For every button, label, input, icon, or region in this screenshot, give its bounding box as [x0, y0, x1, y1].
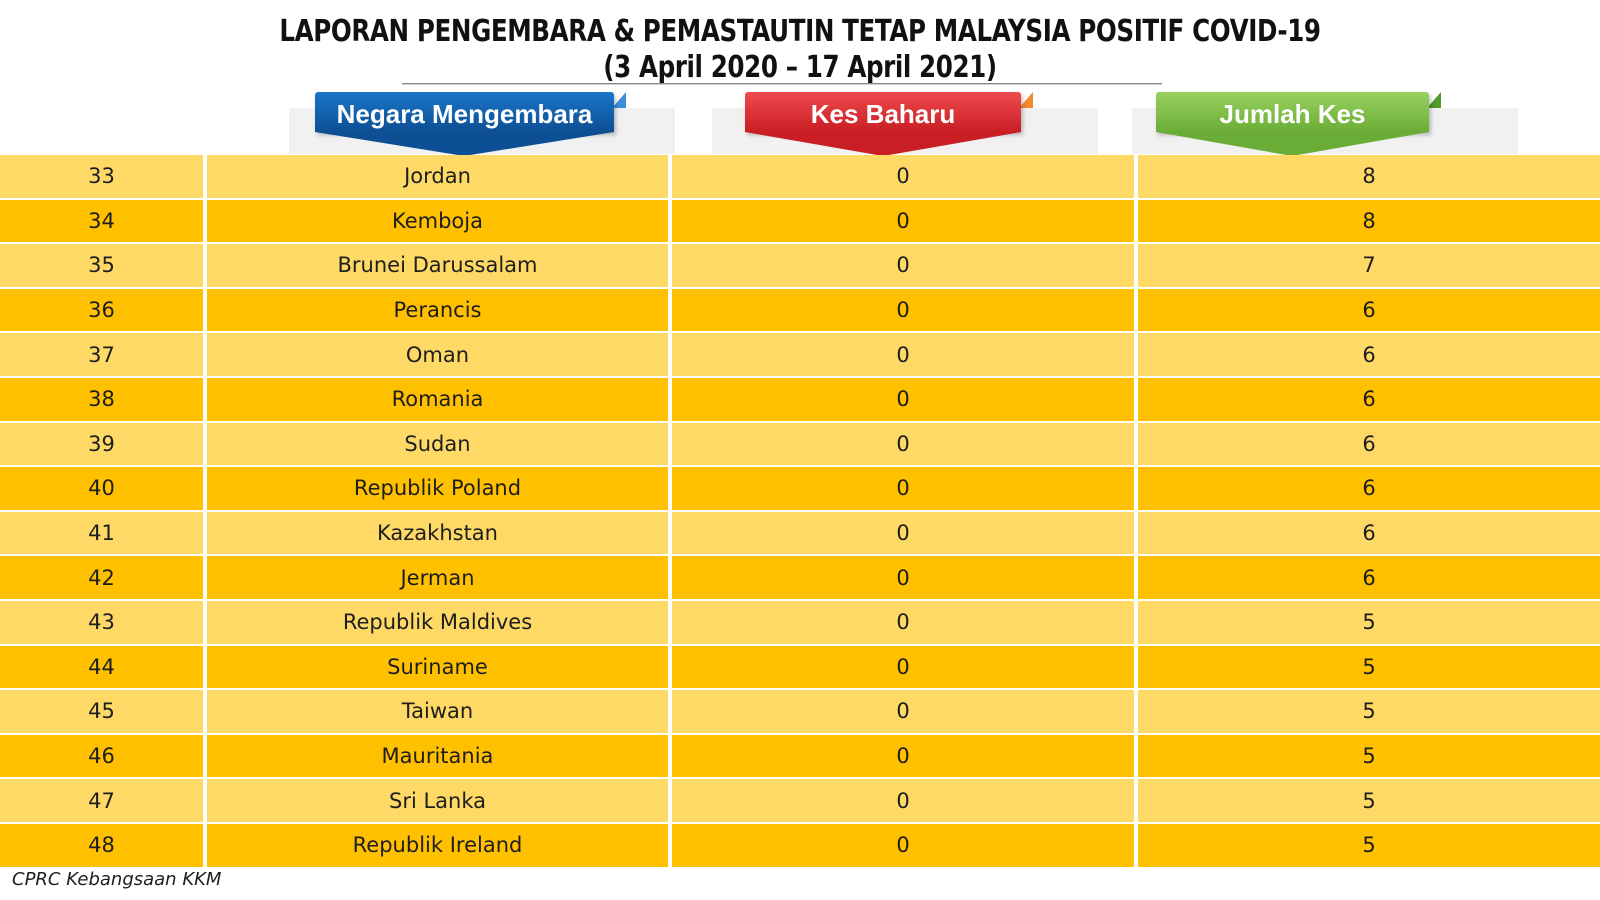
new-cases-cell: 0 — [672, 600, 1138, 644]
banner-fold-total — [1427, 92, 1441, 108]
new-cases-cell: 0 — [672, 645, 1138, 689]
banner-arrow-country — [315, 132, 614, 156]
total-cases-cell: 6 — [1138, 333, 1600, 376]
row-number: 48 — [0, 823, 207, 867]
cases-table: 33 Jordan 0 8 34 Kemboja 0 8 35 Brunei Darussalam… — [0, 155, 1600, 869]
table-row: 40 Republik Poland 0 6 — [0, 467, 1600, 512]
new-cases-cell: 0 — [672, 779, 1138, 822]
banner-arrow-total — [1156, 132, 1429, 156]
row-number: 45 — [0, 690, 207, 733]
new-cases-cell: 0 — [672, 288, 1138, 332]
new-cases-cell: 0 — [672, 333, 1138, 376]
row-number: 42 — [0, 556, 207, 599]
new-cases-cell: 0 — [672, 422, 1138, 466]
new-cases-cell: 0 — [672, 734, 1138, 778]
report-date-range: (3 April 2020 – 17 April 2021) — [603, 50, 997, 85]
total-cases-cell: 8 — [1138, 155, 1600, 198]
table-row: 45 Taiwan 0 5 — [0, 690, 1600, 735]
country-cell: Kemboja — [207, 199, 672, 243]
table-row: 47 Sri Lanka 0 5 — [0, 779, 1600, 824]
table-row: 37 Oman 0 6 — [0, 333, 1600, 378]
total-cases-cell: 5 — [1138, 645, 1600, 689]
country-cell: Romania — [207, 377, 672, 421]
table-row: 44 Suriname 0 5 — [0, 645, 1600, 691]
new-cases-cell: 0 — [672, 244, 1138, 287]
new-cases-cell: 0 — [672, 823, 1138, 867]
country-cell: Brunei Darussalam — [207, 244, 672, 287]
table-row: 48 Republik Ireland 0 5 — [0, 823, 1600, 869]
table-row: 43 Republik Maldives 0 5 — [0, 600, 1600, 646]
header-total-cases-label: Jumlah Kes — [1156, 92, 1429, 132]
total-cases-cell: 5 — [1138, 779, 1600, 822]
country-cell: Sri Lanka — [207, 779, 672, 822]
new-cases-cell: 0 — [672, 377, 1138, 421]
table-row: 39 Sudan 0 6 — [0, 422, 1600, 468]
total-cases-cell: 6 — [1138, 377, 1600, 421]
total-cases-cell: 6 — [1138, 288, 1600, 332]
total-cases-cell: 5 — [1138, 690, 1600, 733]
new-cases-cell: 0 — [672, 556, 1138, 599]
country-cell: Jerman — [207, 556, 672, 599]
table-row: 33 Jordan 0 8 — [0, 155, 1600, 200]
row-number: 47 — [0, 779, 207, 822]
banner-arrow-new — [745, 132, 1021, 156]
country-cell: Oman — [207, 333, 672, 376]
total-cases-cell: 6 — [1138, 511, 1600, 555]
table-row: 42 Jerman 0 6 — [0, 556, 1600, 601]
title-divider — [402, 83, 1162, 85]
total-cases-cell: 6 — [1138, 556, 1600, 599]
total-cases-cell: 5 — [1138, 600, 1600, 644]
new-cases-cell: 0 — [672, 511, 1138, 555]
country-cell: Republik Poland — [207, 467, 672, 510]
row-number: 39 — [0, 422, 207, 466]
banner-fold-new — [1019, 92, 1033, 108]
country-cell: Mauritania — [207, 734, 672, 778]
total-cases-cell: 8 — [1138, 199, 1600, 243]
row-number: 43 — [0, 600, 207, 644]
row-number: 40 — [0, 467, 207, 510]
source-credit: CPRC Kebangsaan KKM — [12, 869, 222, 890]
row-number: 38 — [0, 377, 207, 421]
row-number: 46 — [0, 734, 207, 778]
table-row: 35 Brunei Darussalam 0 7 — [0, 244, 1600, 289]
country-cell: Perancis — [207, 288, 672, 332]
total-cases-cell: 5 — [1138, 823, 1600, 867]
table-row: 46 Mauritania 0 5 — [0, 734, 1600, 780]
header-new-cases-label: Kes Baharu — [745, 92, 1021, 132]
new-cases-cell: 0 — [672, 199, 1138, 243]
row-number: 35 — [0, 244, 207, 287]
total-cases-cell: 5 — [1138, 734, 1600, 778]
total-cases-cell: 6 — [1138, 422, 1600, 466]
new-cases-cell: 0 — [672, 467, 1138, 510]
new-cases-cell: 0 — [672, 690, 1138, 733]
table-row: 34 Kemboja 0 8 — [0, 199, 1600, 245]
country-cell: Jordan — [207, 155, 672, 198]
country-cell: Republik Ireland — [207, 823, 672, 867]
banner-fold-country — [612, 92, 626, 108]
total-cases-cell: 6 — [1138, 467, 1600, 510]
new-cases-cell: 0 — [672, 155, 1138, 198]
country-cell: Sudan — [207, 422, 672, 466]
header-country-label: Negara Mengembara — [315, 92, 614, 132]
row-number: 34 — [0, 199, 207, 243]
row-number: 41 — [0, 511, 207, 555]
row-number: 37 — [0, 333, 207, 376]
country-cell: Suriname — [207, 645, 672, 689]
table-row: 38 Romania 0 6 — [0, 377, 1600, 423]
row-number: 33 — [0, 155, 207, 198]
table-row: 36 Perancis 0 6 — [0, 288, 1600, 334]
row-number: 44 — [0, 645, 207, 689]
row-number: 36 — [0, 288, 207, 332]
country-cell: Taiwan — [207, 690, 672, 733]
country-cell: Kazakhstan — [207, 511, 672, 555]
table-row: 41 Kazakhstan 0 6 — [0, 511, 1600, 557]
country-cell: Republik Maldives — [207, 600, 672, 644]
total-cases-cell: 7 — [1138, 244, 1600, 287]
report-title: LAPORAN PENGEMBARA & PEMASTAUTIN TETAP M… — [279, 14, 1321, 49]
